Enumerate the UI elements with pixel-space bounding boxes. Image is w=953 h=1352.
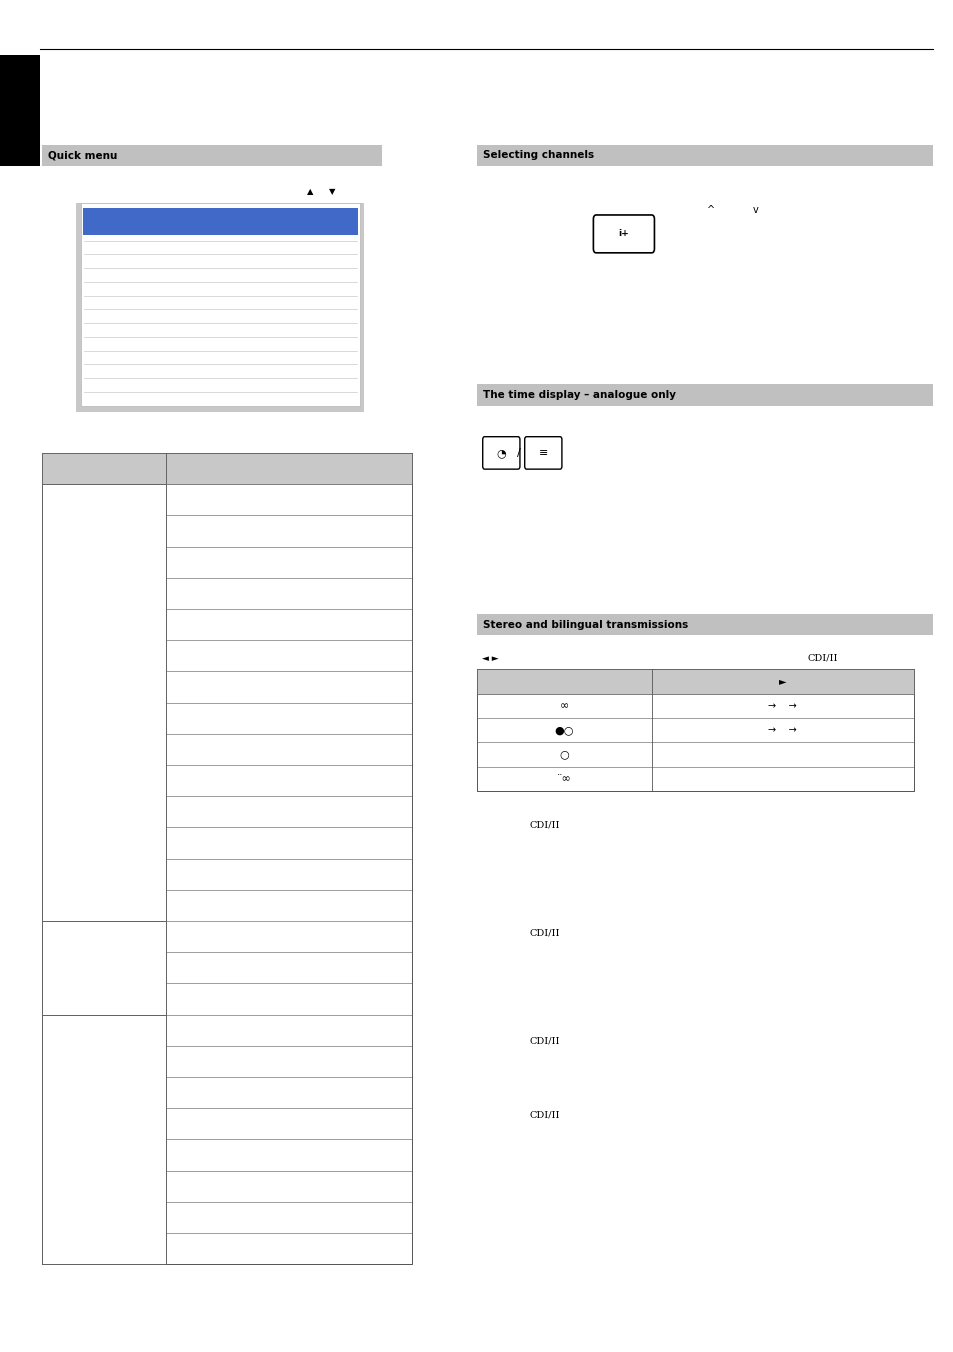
Text: i+: i+: [618, 230, 629, 238]
Bar: [0, 55, 40, 166]
Text: CDI/II: CDI/II: [806, 654, 837, 662]
Bar: [42, 453, 412, 1264]
Text: →    →: → →: [768, 725, 797, 735]
Bar: [476, 669, 913, 694]
Bar: [476, 669, 913, 791]
Text: ▲: ▲: [307, 188, 313, 196]
Text: →    →: → →: [768, 700, 797, 711]
Bar: [42, 453, 412, 484]
Text: Stereo and bilingual transmissions: Stereo and bilingual transmissions: [482, 619, 687, 630]
Text: ¨∞: ¨∞: [557, 773, 571, 784]
Text: ○: ○: [558, 749, 569, 760]
Bar: [83, 208, 357, 235]
Bar: [81, 203, 359, 406]
FancyBboxPatch shape: [482, 437, 519, 469]
Text: ●○: ●○: [554, 725, 574, 735]
Text: ►: ►: [779, 676, 786, 687]
FancyBboxPatch shape: [593, 215, 654, 253]
Text: /: /: [517, 448, 520, 458]
Text: v: v: [752, 204, 758, 215]
FancyBboxPatch shape: [524, 437, 561, 469]
Text: Quick menu: Quick menu: [48, 150, 117, 161]
Bar: [476, 614, 932, 635]
Text: ▼: ▼: [329, 188, 335, 196]
Text: ◔: ◔: [496, 448, 506, 458]
Text: CDI/II: CDI/II: [529, 929, 559, 937]
Text: ∞: ∞: [559, 700, 568, 711]
Text: CDI/II: CDI/II: [529, 1037, 559, 1045]
Bar: [476, 384, 932, 406]
Text: ^: ^: [706, 204, 714, 215]
Text: The time display – analogue only: The time display – analogue only: [482, 389, 675, 400]
Text: ≡: ≡: [538, 448, 547, 458]
Bar: [42, 1014, 166, 1264]
Bar: [476, 145, 932, 166]
Bar: [42, 921, 166, 1014]
Text: CDI/II: CDI/II: [529, 821, 559, 829]
Bar: [42, 484, 166, 921]
Bar: [42, 145, 381, 166]
Text: Selecting channels: Selecting channels: [482, 150, 593, 161]
Bar: [76, 203, 364, 412]
Text: ◄ ►: ◄ ►: [481, 654, 497, 662]
Text: CDI/II: CDI/II: [529, 1111, 559, 1119]
